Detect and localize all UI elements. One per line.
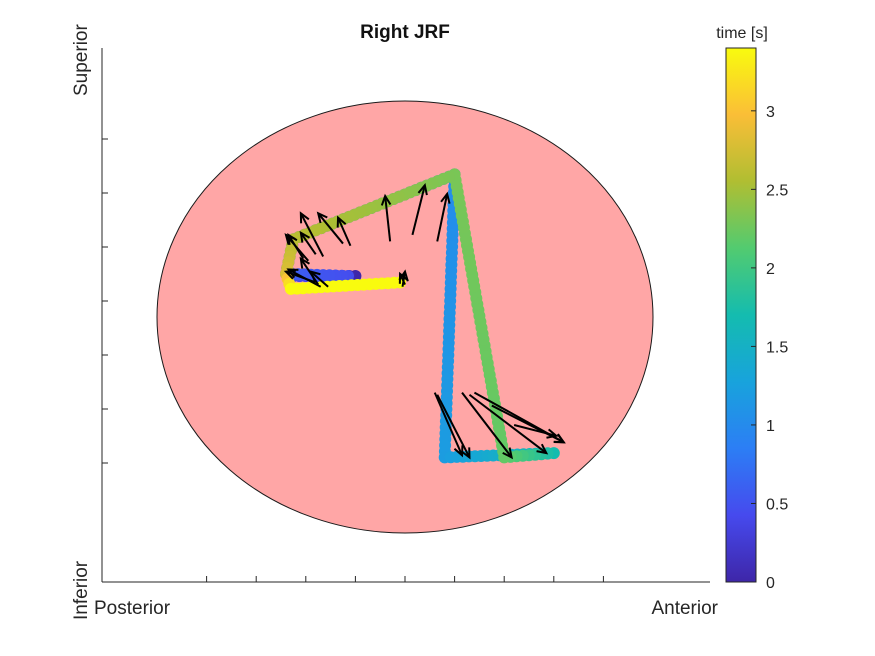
x-axis-label-left: Posterior (94, 598, 171, 619)
force-arrow (299, 230, 317, 255)
force-arrow (461, 391, 514, 460)
colorbar-gradient (725, 47, 757, 583)
colorbar-tick-label: 2.5 (766, 182, 788, 199)
colorbar-tick-label: 0.5 (766, 496, 788, 513)
force-arrow (433, 392, 464, 458)
plot-area (101, 48, 710, 583)
y-axis-label-top: Superior (71, 24, 92, 96)
force-arrow (513, 424, 559, 439)
force-arrow (309, 270, 329, 288)
force-arrow (283, 269, 317, 284)
colorbar-tick-label: 0 (766, 575, 775, 592)
force-arrow (316, 211, 344, 245)
force-arrow (336, 215, 352, 247)
force-arrows (283, 183, 566, 460)
force-arrow (436, 394, 471, 460)
colorbar-label: time [s] (716, 25, 768, 42)
y-axis-label-bottom: Inferior (71, 560, 92, 620)
colorbar-ticks: 0 0.5 1 1.5 2 2.5 3 (751, 104, 788, 592)
force-arrow (398, 271, 409, 286)
x-axis-ticks (206, 576, 604, 582)
chart-title: Right JRF (360, 22, 450, 43)
force-arrow (284, 233, 310, 262)
colorbar-tick-label: 3 (766, 104, 775, 121)
colorbar-tick-label: 1 (766, 418, 775, 435)
x-axis-label-right: Anterior (651, 598, 718, 619)
force-arrow (411, 183, 428, 236)
force-arrow (380, 193, 392, 242)
y-axis-ticks (102, 138, 108, 464)
force-arrow (299, 211, 325, 257)
force-arrow (436, 191, 451, 242)
colorbar-tick-label: 1.5 (766, 339, 788, 356)
background-circle (156, 100, 654, 534)
force-arrow (468, 393, 549, 455)
colorbar: 0 0.5 1 1.5 2 2.5 3 time [s] (716, 25, 788, 592)
colorbar-tick-label: 2 (766, 261, 775, 278)
